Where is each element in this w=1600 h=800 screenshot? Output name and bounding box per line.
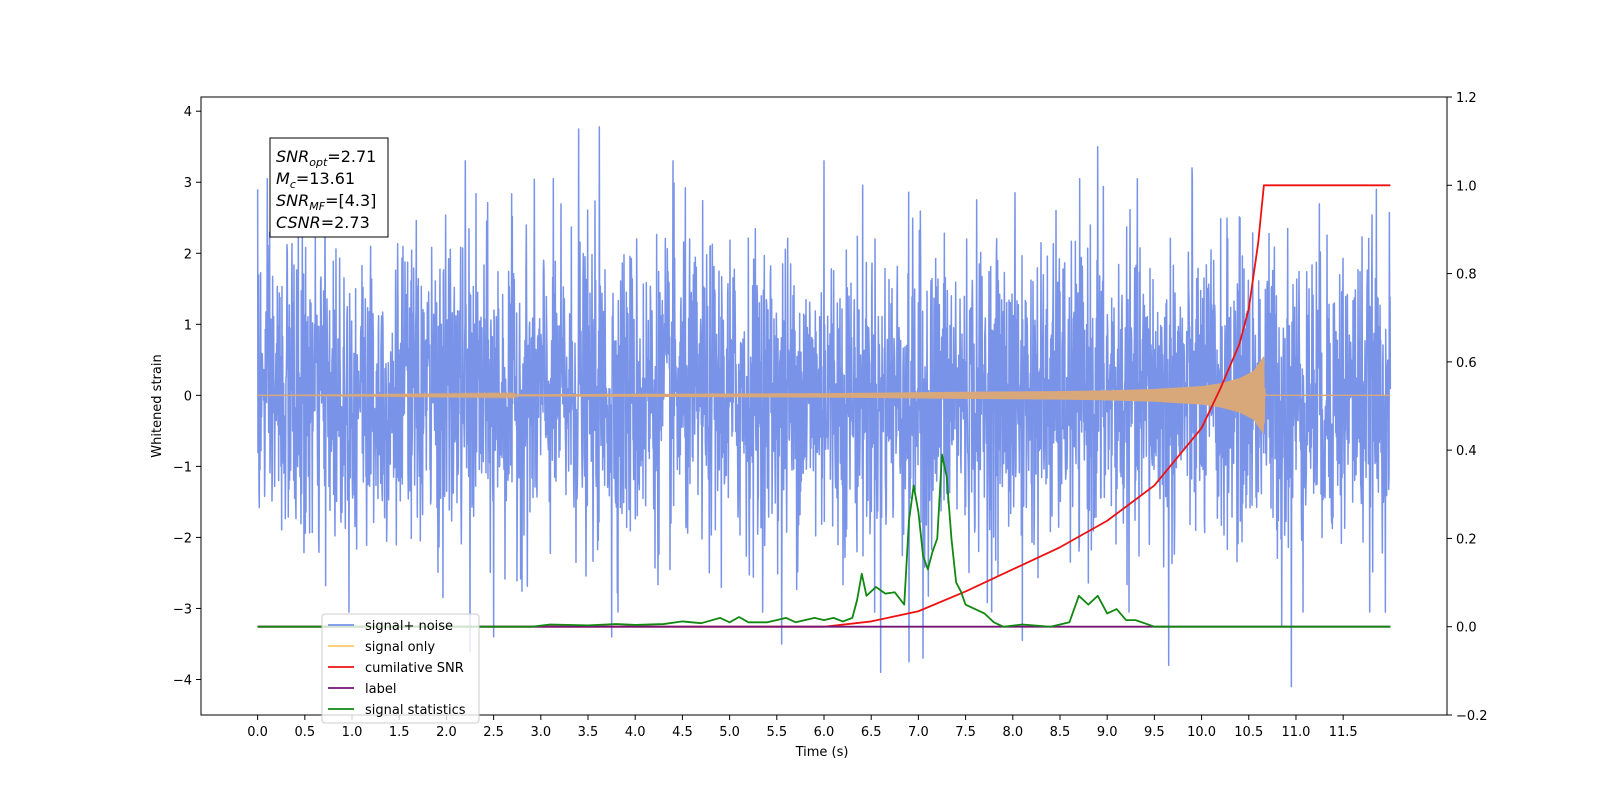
legend-label: signal statistics <box>365 703 466 718</box>
annotation-subscript: MF <box>309 200 325 213</box>
y2-tick-label: 0.0 <box>1456 621 1477 636</box>
annotation-line: SNRMF=[4.3] <box>276 191 376 213</box>
x-tick-label: 0.5 <box>294 725 315 740</box>
x-axis-label: Time (s) <box>795 745 849 760</box>
y-tick-label: −2 <box>173 531 192 546</box>
x-tick-label: 4.0 <box>625 725 646 740</box>
annotation-value: =2.73 <box>321 213 370 232</box>
x-tick-label: 5.0 <box>719 725 740 740</box>
y-tick-label: 4 <box>184 105 192 120</box>
series-signal-only <box>257 356 1391 434</box>
x-tick-label: 11.5 <box>1329 725 1358 740</box>
x-tick-label: 2.5 <box>483 725 504 740</box>
annotation-variable: SNR <box>276 147 309 166</box>
x-tick-label: 8.0 <box>1002 725 1023 740</box>
y2-tick-label: 1.2 <box>1456 91 1477 106</box>
x-tick-label: 9.0 <box>1097 725 1118 740</box>
y2-tick-label: 0.8 <box>1456 268 1477 283</box>
x-axis: 0.0 0.5 1.0 1.5 2.0 2.5 3.0 3.5 4.0 4.5 5.0 5.5 6.0 6… <box>247 715 1358 740</box>
legend-label: signal+ noise <box>365 619 453 634</box>
x-tick-label: 0.0 <box>247 725 268 740</box>
x-tick-label: 11.0 <box>1281 725 1310 740</box>
y2-tick-label: 0.2 <box>1456 532 1477 547</box>
annotation-frame <box>269 137 389 238</box>
x-tick-label: 3.0 <box>530 725 551 740</box>
x-tick-label: 6.5 <box>861 725 882 740</box>
series-signal-noise <box>256 126 1392 688</box>
y2-tick-label: 0.4 <box>1456 444 1477 459</box>
annotation-line: CSNR=2.73 <box>276 213 370 232</box>
legend: signal+ noise signal only cumilative SNR la… <box>321 613 480 724</box>
x-tick-label: 9.5 <box>1144 725 1165 740</box>
annotation-value: =13.61 <box>296 169 355 188</box>
y-axis-right: −0.2 0.0 0.2 0.4 0.6 0.8 1.0 1.2 <box>1447 91 1488 724</box>
x-tick-label: 3.5 <box>578 725 599 740</box>
x-tick-label: 1.0 <box>342 725 363 740</box>
x-tick-label: 4.5 <box>672 725 693 740</box>
x-tick-label: 7.5 <box>955 725 976 740</box>
series-cumulative-snr <box>257 184 1391 628</box>
annotation-subscript: c <box>290 178 296 191</box>
series-signal-statistics <box>257 453 1391 628</box>
legend-label: signal only <box>365 640 435 655</box>
legend-label: label <box>365 682 396 697</box>
annotation-value: =2.71 <box>327 147 376 166</box>
x-tick-label: 1.5 <box>389 725 410 740</box>
annotation-line: Mc=13.61 <box>276 169 355 191</box>
y-tick-label: −3 <box>173 602 192 617</box>
annotation-variable: M <box>276 169 290 188</box>
x-tick-label: 8.5 <box>1050 725 1071 740</box>
y2-tick-label: 0.6 <box>1456 356 1477 371</box>
x-tick-label: 2.0 <box>436 725 457 740</box>
x-tick-label: 10.0 <box>1187 725 1216 740</box>
y-tick-label: −1 <box>173 460 192 475</box>
x-tick-label: 6.0 <box>814 725 835 740</box>
annotation-value: =[4.3] <box>325 191 376 210</box>
annotation-line: SNRopt=2.71 <box>276 147 376 169</box>
x-tick-label: 7.0 <box>908 725 929 740</box>
annotation-variable: SNR <box>276 191 309 210</box>
y-tick-label: 1 <box>184 318 192 333</box>
y-tick-label: −4 <box>173 673 192 688</box>
x-tick-label: 10.5 <box>1234 725 1263 740</box>
legend-frame <box>321 613 480 724</box>
y2-tick-label: −0.2 <box>1456 709 1488 724</box>
y-axis-left: −4 −3 −2 −1 0 1 2 3 4 <box>173 105 201 688</box>
y-tick-label: 2 <box>184 247 192 262</box>
annotation-variable: CSNR <box>276 213 321 232</box>
y2-tick-label: 1.0 <box>1456 179 1477 194</box>
y-tick-label: 0 <box>184 389 192 404</box>
x-tick-label: 5.5 <box>766 725 787 740</box>
y-tick-label: 3 <box>184 176 192 191</box>
legend-label: cumilative SNR <box>365 661 464 676</box>
y-axis-label: Whitened strain <box>150 354 165 457</box>
annotation-subscript: opt <box>309 156 328 169</box>
